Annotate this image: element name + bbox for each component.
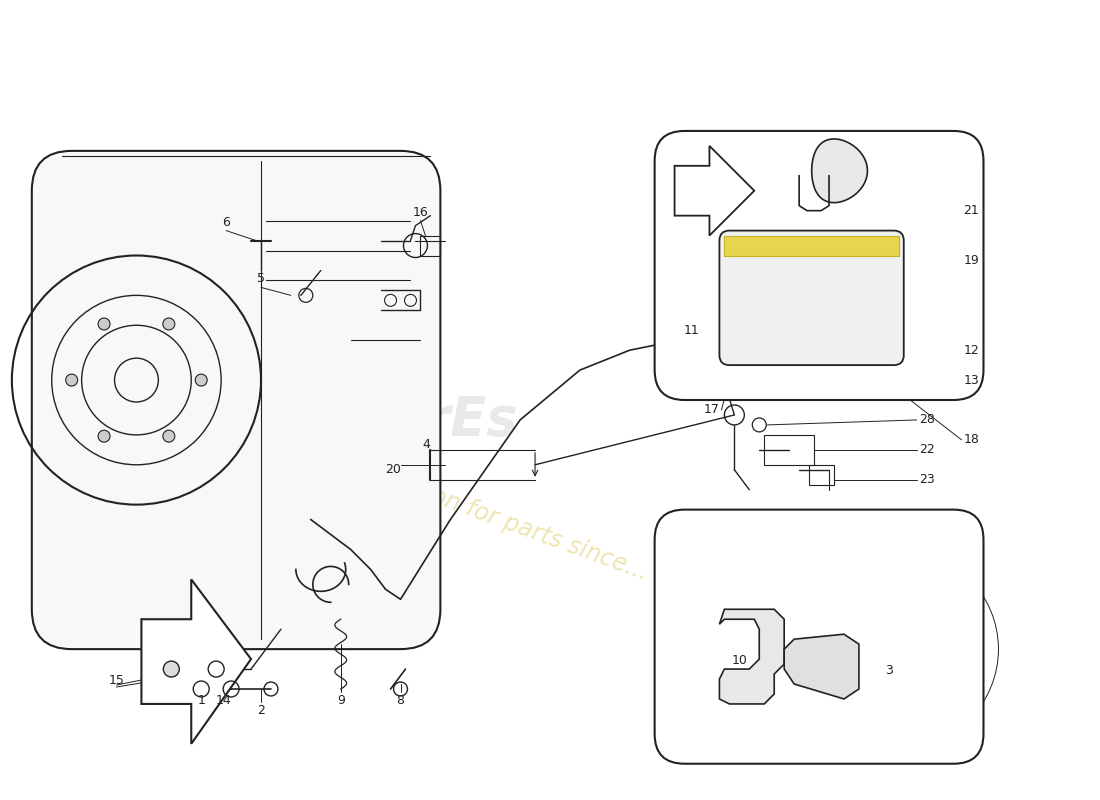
Text: 2: 2 <box>257 704 265 717</box>
Circle shape <box>98 430 110 442</box>
Text: 4: 4 <box>422 438 430 451</box>
FancyBboxPatch shape <box>32 151 440 649</box>
Text: 22: 22 <box>918 443 935 456</box>
Circle shape <box>727 682 741 696</box>
Polygon shape <box>784 634 859 699</box>
Bar <box>725 235 899 255</box>
Text: 3: 3 <box>884 664 893 677</box>
Text: 13: 13 <box>964 374 979 386</box>
Polygon shape <box>674 146 755 235</box>
Text: 20: 20 <box>385 463 400 476</box>
Text: eurosparEs: eurosparEs <box>184 394 517 446</box>
Circle shape <box>878 349 890 361</box>
Circle shape <box>66 374 78 386</box>
Text: 21: 21 <box>964 204 979 217</box>
Polygon shape <box>812 139 868 202</box>
Text: 16: 16 <box>412 206 428 218</box>
Text: 15: 15 <box>109 674 124 687</box>
Circle shape <box>163 661 179 677</box>
Bar <box>420 235 440 255</box>
Text: 9: 9 <box>337 694 344 707</box>
Text: a passion for parts since...: a passion for parts since... <box>350 455 651 584</box>
Bar <box>810 465 834 485</box>
Circle shape <box>98 318 110 330</box>
Text: 10: 10 <box>732 654 747 667</box>
FancyBboxPatch shape <box>654 510 983 764</box>
Text: 17: 17 <box>704 403 719 417</box>
Circle shape <box>724 314 736 326</box>
Text: 19: 19 <box>964 254 979 267</box>
Polygon shape <box>142 579 251 744</box>
Text: 14: 14 <box>216 694 231 707</box>
Text: 11: 11 <box>684 324 700 337</box>
Text: 1: 1 <box>197 694 206 707</box>
Text: 18: 18 <box>964 434 979 446</box>
Polygon shape <box>719 610 784 704</box>
Circle shape <box>163 318 175 330</box>
FancyBboxPatch shape <box>654 131 983 400</box>
Text: 28: 28 <box>918 414 935 426</box>
Circle shape <box>195 374 207 386</box>
Text: 6: 6 <box>222 215 230 229</box>
FancyBboxPatch shape <box>719 230 904 365</box>
Text: 23: 23 <box>918 474 935 486</box>
Text: 5: 5 <box>257 272 265 286</box>
Circle shape <box>163 430 175 442</box>
Text: 12: 12 <box>964 344 979 357</box>
Bar <box>764 435 814 465</box>
Text: 8: 8 <box>396 694 405 707</box>
Circle shape <box>734 349 746 361</box>
